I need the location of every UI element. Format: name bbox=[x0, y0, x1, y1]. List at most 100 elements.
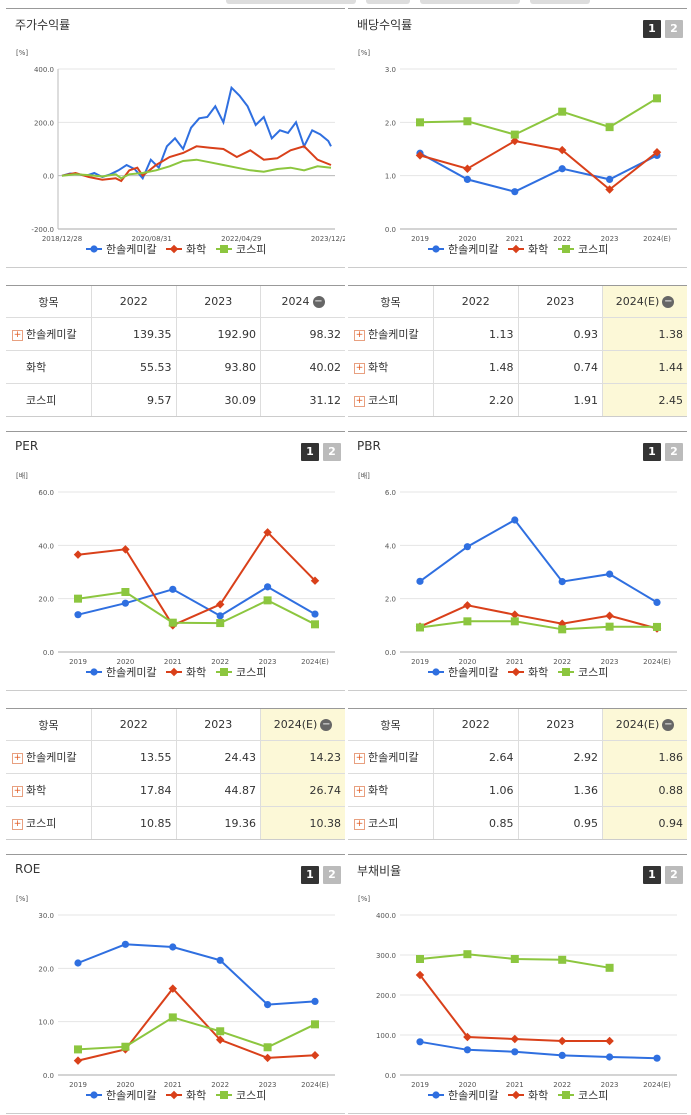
legend-label: 한솔케미칼 bbox=[448, 1089, 499, 1102]
expand-icon[interactable]: + bbox=[354, 329, 365, 341]
column-header: 항목 bbox=[6, 709, 92, 741]
view-1-button[interactable]: 1 bbox=[643, 443, 661, 461]
y-tick-label: 3.0 bbox=[385, 66, 396, 74]
y-tick-label: 1.0 bbox=[385, 173, 396, 181]
table-cell: 40.02 bbox=[260, 350, 345, 384]
data-point bbox=[311, 620, 319, 629]
column-header: 2024− bbox=[260, 286, 345, 318]
row-label[interactable]: 코스피 bbox=[26, 394, 57, 407]
series-line bbox=[61, 85, 332, 181]
row-label[interactable]: + 한솔케미칼 bbox=[6, 740, 92, 774]
expand-icon[interactable]: + bbox=[12, 785, 23, 797]
row-label[interactable]: + 한솔케미칼 bbox=[348, 740, 434, 774]
x-tick-label: 2020 bbox=[458, 658, 476, 666]
data-point bbox=[558, 165, 566, 173]
table-cell: 0.88 bbox=[602, 773, 687, 807]
data-point bbox=[510, 955, 519, 963]
row-label[interactable]: + 한솔케미칼 bbox=[6, 317, 92, 351]
data-point bbox=[510, 1034, 520, 1044]
y-tick-label: 40.0 bbox=[38, 542, 54, 550]
row-label[interactable]: + 화학 bbox=[6, 773, 92, 807]
legend-label: 한솔케미칼 bbox=[106, 666, 157, 679]
expand-icon[interactable]: + bbox=[354, 395, 365, 407]
view-1-button[interactable]: 1 bbox=[301, 866, 319, 884]
column-header: 2023 bbox=[175, 286, 261, 318]
data-point bbox=[510, 130, 519, 139]
table-cell: 10.85 bbox=[91, 806, 176, 839]
data-point bbox=[216, 1027, 225, 1036]
table-cell: 19.36 bbox=[175, 806, 261, 839]
y-tick-label: 200.0 bbox=[34, 119, 54, 127]
x-tick-label: 2021 bbox=[164, 658, 182, 666]
x-tick-label: 2019 bbox=[69, 1081, 87, 1089]
table-row: + 한솔케미칼 1.13 0.93 1.38 bbox=[348, 317, 687, 351]
x-tick-label: 2019 bbox=[69, 658, 87, 666]
series-line bbox=[419, 974, 610, 1042]
view-2-button[interactable]: 2 bbox=[323, 866, 341, 884]
collapse-icon[interactable]: − bbox=[320, 719, 333, 731]
y-tick-label: 300.0 bbox=[376, 952, 396, 960]
table-cell: 13.55 bbox=[91, 740, 176, 774]
row-label[interactable]: + 화학 bbox=[348, 773, 434, 807]
panel-title: PER bbox=[15, 439, 39, 453]
table-cell: 1.13 bbox=[433, 317, 518, 351]
data-point bbox=[416, 118, 424, 127]
y-tick-label: 10.0 bbox=[38, 1019, 54, 1027]
row-label[interactable]: + 화학 bbox=[348, 350, 434, 384]
data-point bbox=[168, 984, 178, 993]
x-tick-label: 2019 bbox=[411, 235, 429, 243]
series-line bbox=[419, 1040, 658, 1060]
data-point bbox=[463, 543, 471, 551]
data-point bbox=[463, 164, 472, 173]
x-tick-label: 2024(E) bbox=[643, 1081, 671, 1089]
y-tick-label: -200.0 bbox=[31, 226, 54, 234]
view-2-button[interactable]: 2 bbox=[323, 443, 341, 461]
view-1-button[interactable]: 1 bbox=[643, 20, 661, 38]
view-2-button[interactable]: 2 bbox=[665, 20, 683, 38]
column-header: 2022 bbox=[433, 709, 518, 741]
data-point bbox=[562, 245, 570, 253]
data-point bbox=[605, 1036, 614, 1046]
view-2-button[interactable]: 2 bbox=[665, 443, 683, 461]
y-tick-label: 20.0 bbox=[38, 596, 54, 604]
collapse-icon[interactable]: − bbox=[312, 296, 325, 308]
row-label[interactable]: 화학 bbox=[6, 350, 92, 384]
y-tick-label: 400.0 bbox=[34, 66, 54, 74]
expand-icon[interactable]: + bbox=[354, 362, 365, 374]
expand-icon[interactable]: + bbox=[12, 818, 23, 830]
row-label[interactable]: + 한솔케미칼 bbox=[348, 317, 434, 351]
collapse-icon[interactable]: − bbox=[662, 296, 675, 308]
y-tick-label: 0.0 bbox=[385, 649, 396, 657]
data-point bbox=[511, 667, 521, 677]
data-point bbox=[73, 550, 83, 559]
debt-chart: [%] 400.0 300.0 200.0 100.0 0.0 2019 2020 2021 20… bbox=[358, 895, 677, 1102]
data-point bbox=[653, 1054, 661, 1062]
view-2-button[interactable]: 2 bbox=[665, 866, 683, 884]
table-row: + 한솔케미칼 2.64 2.92 1.86 bbox=[348, 740, 687, 774]
series-line bbox=[77, 530, 316, 627]
data-point bbox=[511, 1048, 519, 1056]
data-point bbox=[74, 594, 82, 603]
data-point bbox=[653, 94, 661, 103]
expand-icon[interactable]: + bbox=[12, 329, 23, 341]
expand-icon[interactable]: + bbox=[354, 752, 365, 764]
row-label[interactable]: + 코스피 bbox=[354, 817, 399, 830]
expand-icon[interactable]: + bbox=[12, 752, 23, 764]
data-point bbox=[432, 245, 440, 253]
expand-icon[interactable]: + bbox=[354, 785, 365, 797]
collapse-icon[interactable]: − bbox=[662, 719, 675, 731]
row-label[interactable]: + 코스피 bbox=[354, 394, 399, 407]
data-point bbox=[90, 245, 98, 253]
view-1-button[interactable]: 1 bbox=[301, 443, 319, 461]
row-label[interactable]: + 코스피 bbox=[12, 817, 57, 830]
table-cell: 0.93 bbox=[517, 317, 603, 351]
x-tick-label: 2024(E) bbox=[301, 658, 329, 666]
dividend-chart: [%] 3.0 2.0 1.0 0.0 2019 2020 2021 2022 2023 2024(… bbox=[358, 49, 677, 256]
x-tick-label: 2019 bbox=[411, 658, 429, 666]
view-1-button[interactable]: 1 bbox=[643, 866, 661, 884]
expand-icon[interactable]: + bbox=[354, 818, 365, 830]
data-point bbox=[605, 611, 614, 620]
data-point bbox=[264, 583, 272, 591]
legend-label: 코스피 bbox=[578, 666, 608, 679]
x-tick-label: 2020 bbox=[116, 1081, 134, 1089]
